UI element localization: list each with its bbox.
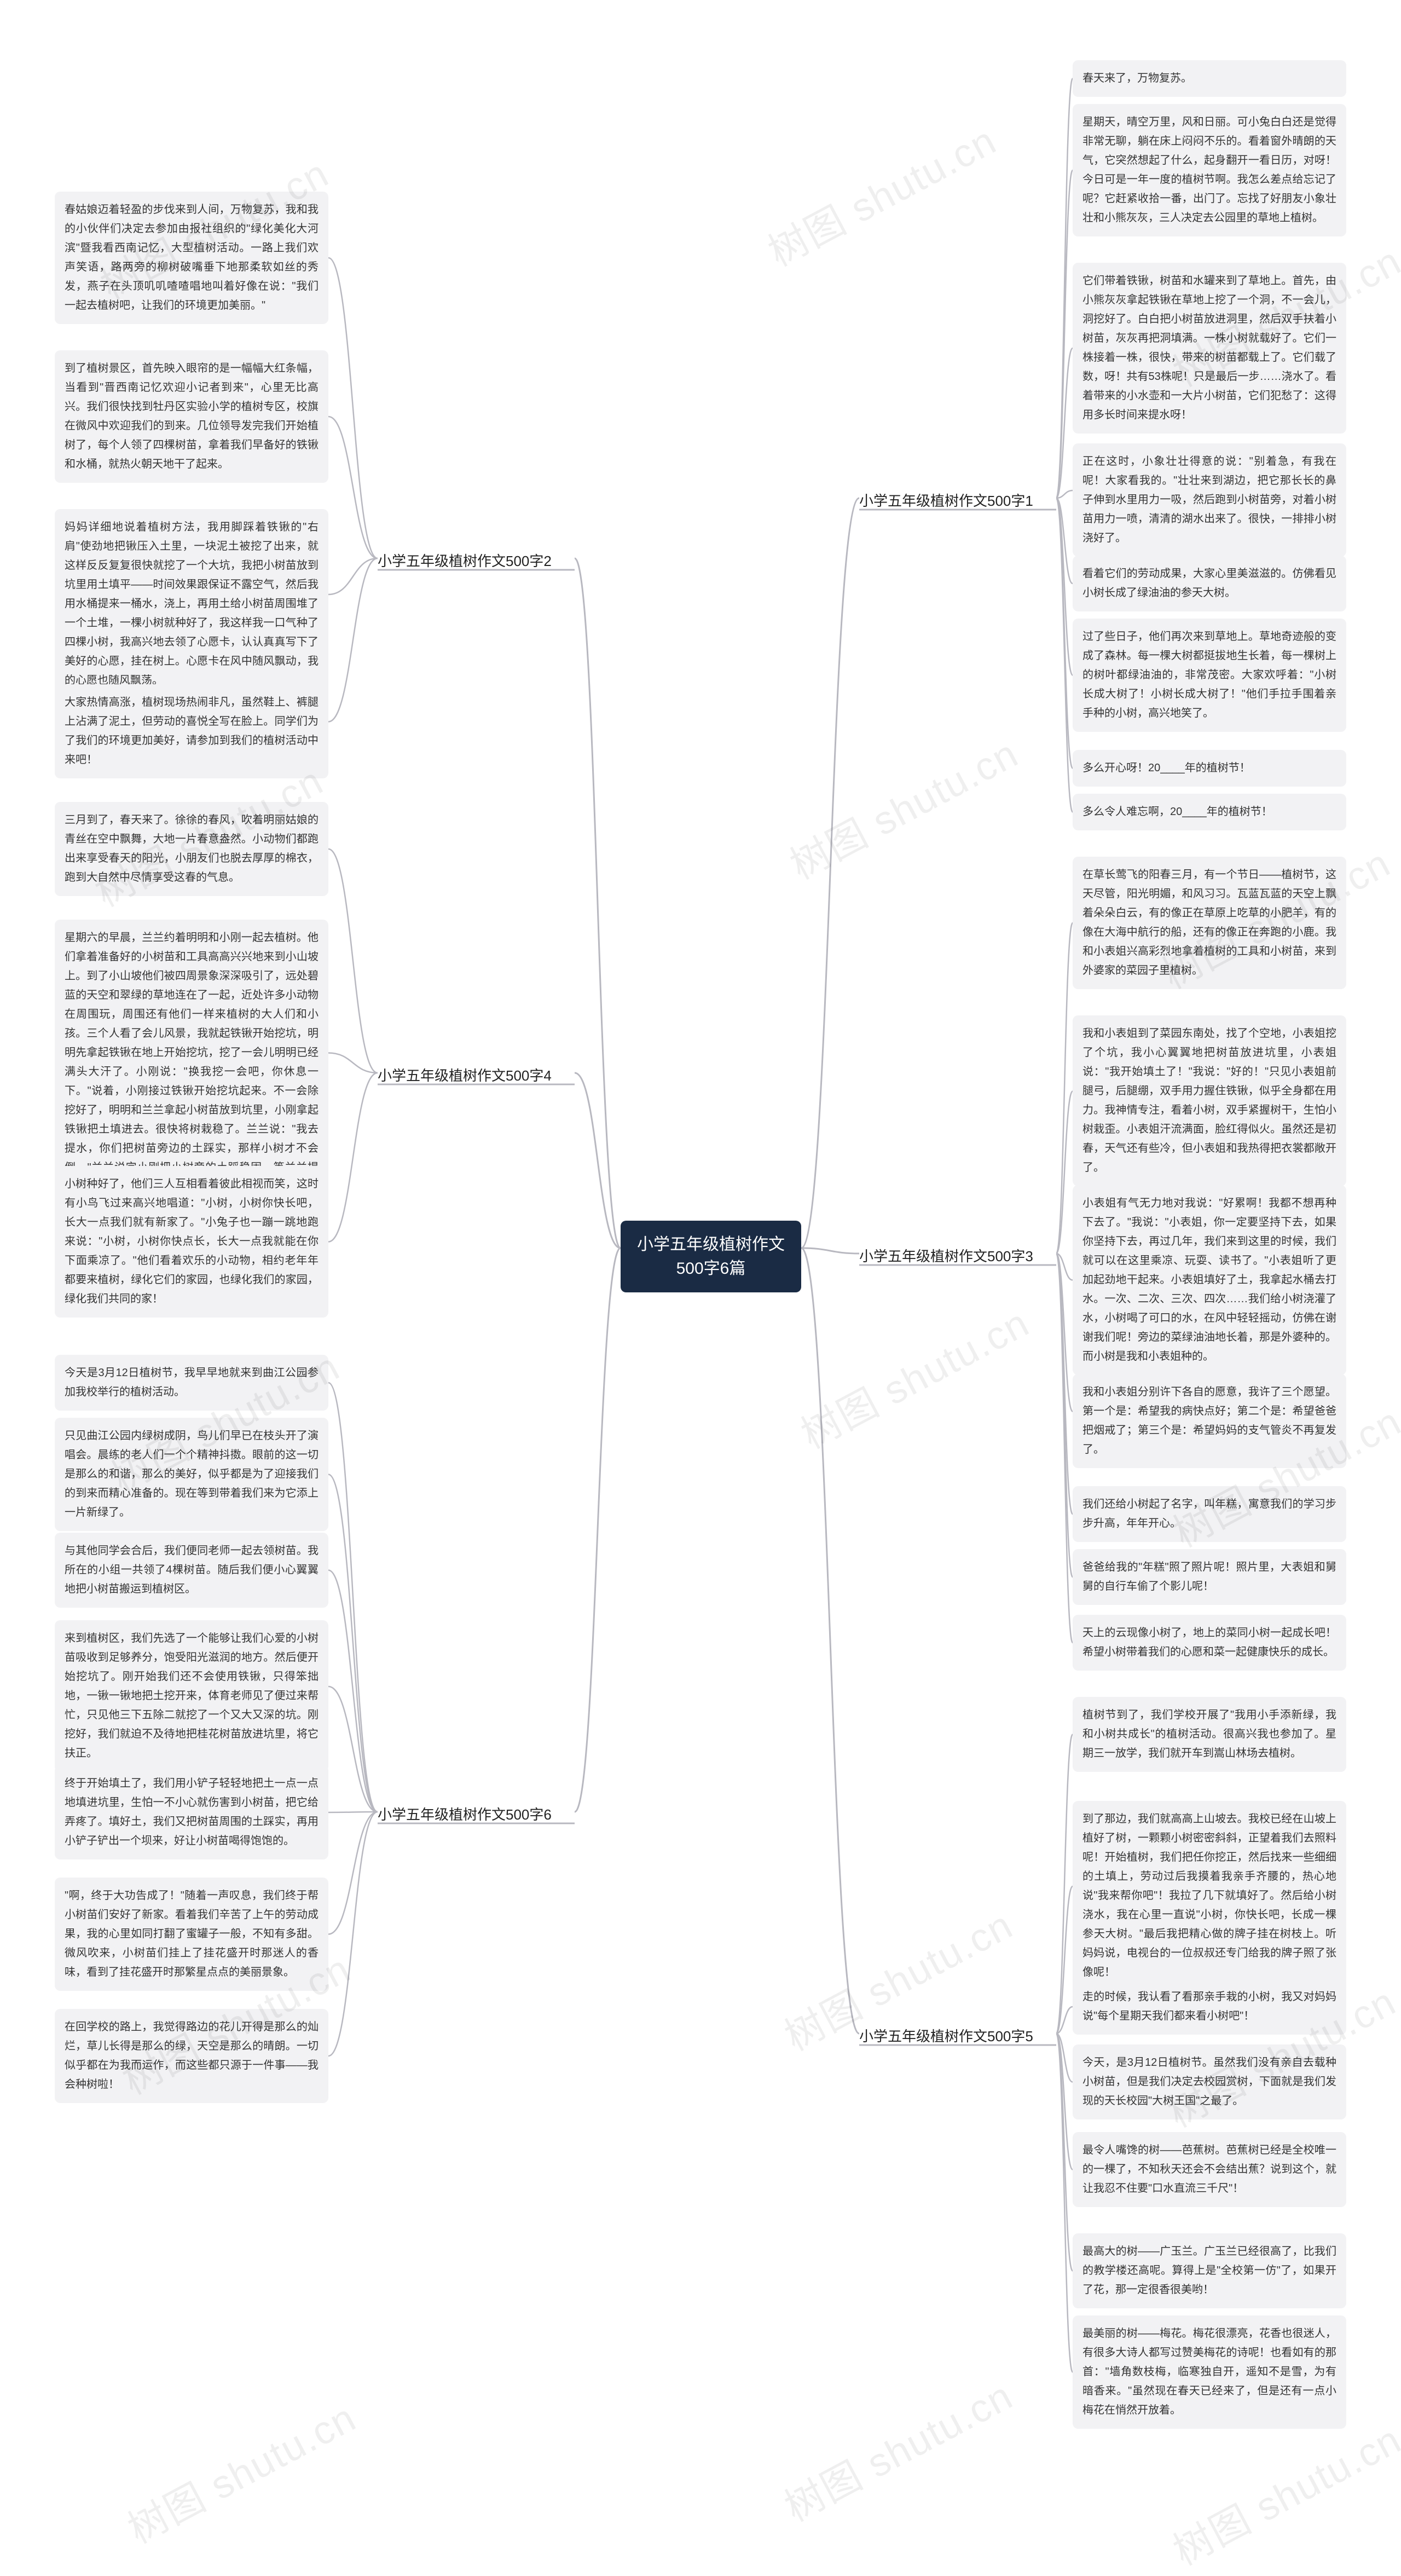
leaf-node: 三月到了，春天来了。徐徐的春风，吹着明丽姑娘的青丝在空中飘舞，大地一片春意盎然。… [55, 802, 328, 896]
watermark: 树图 shutu.cn [789, 1291, 1038, 1460]
leaf-node: 在草长莺飞的阳春三月，有一个节日——植树节，这天尽管，阳光明媚，和风习习。瓦蓝瓦… [1073, 857, 1346, 989]
leaf-node: 星期六的早晨，兰兰约着明明和小刚一起去植树。他们拿着准备好的小树苗和工具高高兴兴… [55, 920, 328, 1205]
leaf-node: 走的时候，我认看了看那亲手栽的小树，我又对妈妈说"每个星期天我们都来看小树吧"！ [1073, 1979, 1346, 2035]
center-node: 小学五年级植树作文500字6篇 [621, 1221, 801, 1292]
leaf-node: 星期天，晴空万里，风和日丽。可小兔白白还是觉得非常无聊，躺在床上闷闷不乐的。看着… [1073, 104, 1346, 236]
leaf-node: 多么令人难忘啊，20____年的植树节！ [1073, 794, 1346, 830]
leaf-node: 春姑娘迈着轻盈的步伐来到人间，万物复苏，我和我的小伙伴们决定去参加由报社组织的"… [55, 192, 328, 324]
leaf-node: 小表姐有气无力地对我说："好累啊！我都不想再种下去了。"我说："小表姐，你一定要… [1073, 1185, 1346, 1375]
watermark: 树图 shutu.cn [116, 2386, 364, 2555]
leaf-node: 植树节到了，我们学校开展了"我用小手添新绿，我和小树共成长"的植树活动。很高兴我… [1073, 1697, 1346, 1772]
branch-label: 小学五年级植树作文500字5 [859, 2025, 1033, 2046]
branch-label: 小学五年级植树作文500字2 [378, 550, 552, 570]
center-text: 小学五年级植树作文500字6篇 [637, 1235, 785, 1278]
branch-label: 小学五年级植树作文500字1 [859, 490, 1033, 510]
watermark: 树图 shutu.cn [756, 109, 1005, 278]
watermark: 树图 shutu.cn [773, 2364, 1021, 2533]
leaf-node: 我们还给小树起了名字，叫年糕，寓意我们的学习步步升高，年年开心。 [1073, 1486, 1346, 1542]
leaf-node: 大家热情高涨，植树现场热闹非凡，虽然鞋上、裤腿上沾满了泥土，但劳动的喜悦全写在脸… [55, 684, 328, 778]
leaf-node: 多么开心呀！20____年的植树节！ [1073, 750, 1346, 787]
leaf-node: 天上的云现像小树了，地上的菜同小树一起成长吧！希望小树带着我们的心愿和菜一起健康… [1073, 1615, 1346, 1671]
leaf-node: 我和小表姐到了菜园东南处，找了个空地，小表姐挖了个坑，我小心翼翼地把树苗放进坑里… [1073, 1015, 1346, 1186]
leaf-node: 到了植树景区，首先映入眼帘的是一幅幅大红条幅，当看到"晋西南记忆欢迎小记者到来"… [55, 350, 328, 483]
branch-label: 小学五年级植树作文500字4 [378, 1065, 552, 1085]
leaf-node: 过了些日子，他们再次来到草地上。草地奇迹般的变成了森林。每一棵大树都挺拔地生长着… [1073, 619, 1346, 732]
branch-label: 小学五年级植树作文500字6 [378, 1804, 552, 1824]
leaf-node: 最令人嘴馋的树——芭蕉树。芭蕉树已经是全校唯一的一棵了，不知秋天还会不会结出蕉？… [1073, 2132, 1346, 2207]
watermark: 树图 shutu.cn [1161, 2408, 1401, 2576]
leaf-node: 正在这时，小象壮壮得意的说："别着急，有我在呢！大家看我的。"壮壮来到湖边，把它… [1073, 443, 1346, 557]
leaf-node: "啊，终于大功告成了！"随着一声叹息，我们终于帮小树苗们安好了新家。看着我们辛苦… [55, 1878, 328, 1991]
leaf-node: 到了那边，我们就高高上山坡去。我校已经在山坡上植好了树，一颗颗小树密密斜斜，正望… [1073, 1801, 1346, 1991]
watermark: 树图 shutu.cn [778, 722, 1027, 891]
branch-label: 小学五年级植树作文500字3 [859, 1245, 1033, 1266]
leaf-node: 与其他同学会合后，我们便同老师一起去领树苗。我所在的小组一共领了4棵树苗。随后我… [55, 1533, 328, 1608]
leaf-node: 最高大的树——广玉兰。广玉兰已经很高了，比我们的教学楼还高呢。算得上是"全校第一… [1073, 2233, 1346, 2308]
leaf-node: 在回学校的路上，我觉得路边的花儿开得是那么的灿烂，草儿长得是那么的绿，天空是那么… [55, 2009, 328, 2103]
leaf-node: 终于开始填土了，我们用小铲子轻轻地把土一点一点地填进坑里，生怕一不小心就伤害到小… [55, 1765, 328, 1859]
leaf-node: 今天，是3月12日植树节。虽然我们没有亲自去载种小树苗，但是我们决定去校园赏树，… [1073, 2044, 1346, 2119]
leaf-node: 春天来了，万物复苏。 [1073, 60, 1346, 97]
leaf-node: 最美丽的树——梅花。梅花很漂亮，花香也很迷人，有很多大诗人都写过赞美梅花的诗呢！… [1073, 2315, 1346, 2429]
leaf-node: 只见曲江公园内绿树成阴，鸟儿们早已在枝头开了演唱会。晨练的老人们一个个精神抖擞。… [55, 1418, 328, 1531]
leaf-node: 妈妈详细地说着植树方法，我用脚踩着铁锹的"右肩"使劲地把锹压入土里，一块泥土被挖… [55, 509, 328, 699]
leaf-node: 来到植树区，我们先选了一个能够让我们心爱的小树苗吸收到足够养分，饱受阳光滋润的地… [55, 1620, 328, 1772]
leaf-node: 今天是3月12日植树节，我早早地就来到曲江公园参加我校举行的植树活动。 [55, 1355, 328, 1411]
leaf-node: 爸爸给我的"年糕"照了照片呢！照片里，大表姐和舅舅的自行车偷了个影儿呢！ [1073, 1549, 1346, 1605]
leaf-node: 小树种好了，他们三人互相看着彼此相视而笑，这时有小鸟飞过来高兴地唱道："小树，小… [55, 1166, 328, 1318]
leaf-node: 看着它们的劳动成果，大家心里美滋滋的。仿佛看见小树长成了绿油油的参天大树。 [1073, 556, 1346, 611]
leaf-node: 它们带着铁锹，树苗和水罐来到了草地上。首先，由小熊灰灰拿起铁锹在草地上挖了一个洞… [1073, 263, 1346, 434]
leaf-node: 我和小表姐分别许下各自的愿意，我许了三个愿望。第一个是：希望我的病快点好；第二个… [1073, 1374, 1346, 1468]
